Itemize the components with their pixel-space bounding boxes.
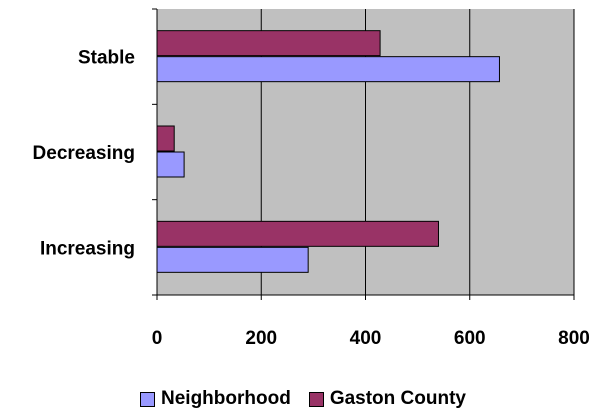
bar-gaston-county <box>156 125 175 152</box>
bar-neighborhood <box>156 151 185 178</box>
bar-neighborhood <box>156 246 309 273</box>
bar-neighborhood <box>156 56 500 83</box>
bar-gaston-county <box>156 30 381 57</box>
category-label: Decreasing <box>33 143 135 164</box>
legend-label: Neighborhood <box>161 388 291 409</box>
x-tick-label: 400 <box>350 328 382 349</box>
x-tick-label: 800 <box>558 328 590 349</box>
legend-item: Gaston County <box>308 388 466 410</box>
legend-label: Gaston County <box>329 388 466 409</box>
bars <box>156 30 500 273</box>
labels: 0 200 400 600 800 Increasing Decreasing Stable <box>33 48 590 349</box>
bar-gaston-county <box>156 220 439 247</box>
category-label: Stable <box>78 48 135 69</box>
legend: Neighborhood Gaston County <box>0 388 606 410</box>
legend-swatch <box>140 391 155 407</box>
category-label: Increasing <box>40 238 135 259</box>
x-tick-label: 200 <box>245 328 277 349</box>
axes <box>152 8 575 300</box>
x-tick-label: 600 <box>454 328 486 349</box>
legend-swatch <box>308 391 324 407</box>
x-tick-label: 0 <box>152 328 163 349</box>
legend-item: Neighborhood <box>140 388 291 410</box>
